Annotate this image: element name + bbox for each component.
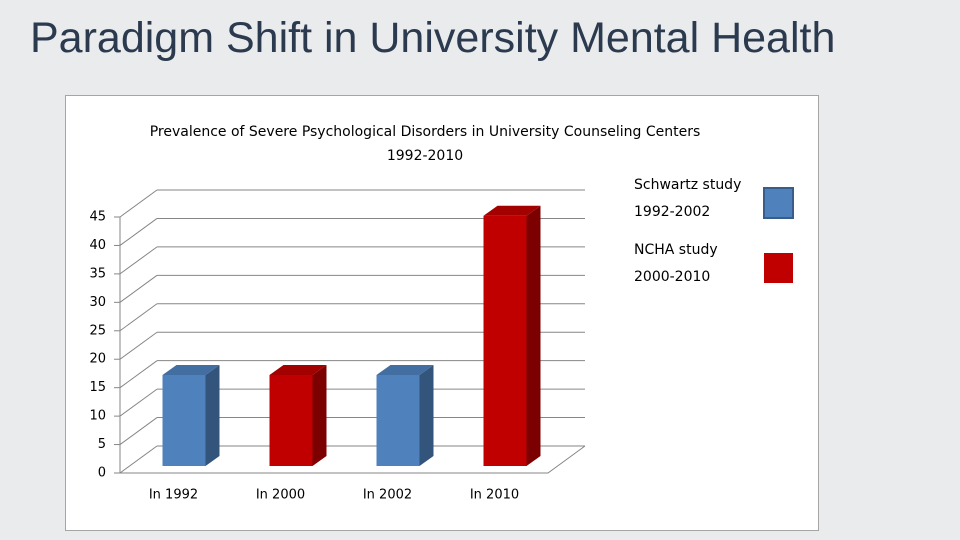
x-tick-label: In 2002 bbox=[363, 488, 412, 503]
grid-line bbox=[119, 303, 158, 332]
y-tick-label: 15 bbox=[89, 380, 106, 395]
bar-side bbox=[205, 364, 220, 466]
grid-line bbox=[119, 246, 158, 275]
bar-top bbox=[162, 364, 220, 375]
grid-line bbox=[119, 189, 158, 218]
legend-label: NCHA study 2000-2010 bbox=[634, 242, 718, 285]
y-tick-label: 30 bbox=[89, 295, 106, 310]
y-tick-label: 0 bbox=[98, 466, 106, 481]
grid-line bbox=[119, 218, 158, 246]
x-tick-label: In 2000 bbox=[256, 488, 305, 503]
y-tick-label: 10 bbox=[89, 409, 106, 424]
y-tick-label: 40 bbox=[89, 238, 106, 253]
x-tick-label: In 1992 bbox=[149, 488, 198, 503]
grid-line bbox=[119, 417, 158, 445]
grid-line bbox=[119, 331, 158, 360]
y-tick-label: 5 bbox=[98, 437, 106, 452]
y-tick-label: 45 bbox=[89, 210, 106, 225]
bar bbox=[269, 374, 313, 466]
x-tick-label: In 2010 bbox=[470, 488, 519, 503]
bar bbox=[162, 374, 206, 466]
bar-top bbox=[376, 364, 434, 375]
bar-side bbox=[312, 364, 327, 466]
legend-label: Schwartz study 1992-2002 bbox=[634, 177, 742, 220]
grid-line bbox=[119, 445, 158, 474]
grid-line bbox=[119, 388, 158, 417]
slide-title: Paradigm Shift in University Mental Heal… bbox=[30, 14, 836, 62]
legend-swatch bbox=[763, 187, 794, 219]
bar-side bbox=[526, 205, 541, 466]
bar-top bbox=[269, 364, 327, 375]
bar bbox=[376, 374, 420, 466]
grid-line bbox=[119, 360, 158, 389]
y-tick-label: 20 bbox=[89, 352, 106, 367]
bar-side bbox=[419, 364, 434, 466]
y-tick-label: 25 bbox=[89, 323, 106, 338]
floor bbox=[120, 445, 586, 474]
bar bbox=[483, 215, 527, 466]
chart-title: Prevalence of Severe Psychological Disor… bbox=[149, 124, 701, 164]
y-tick-label: 35 bbox=[89, 266, 106, 281]
grid-line bbox=[119, 274, 158, 303]
bar-top bbox=[483, 205, 541, 216]
legend-swatch bbox=[764, 253, 793, 283]
